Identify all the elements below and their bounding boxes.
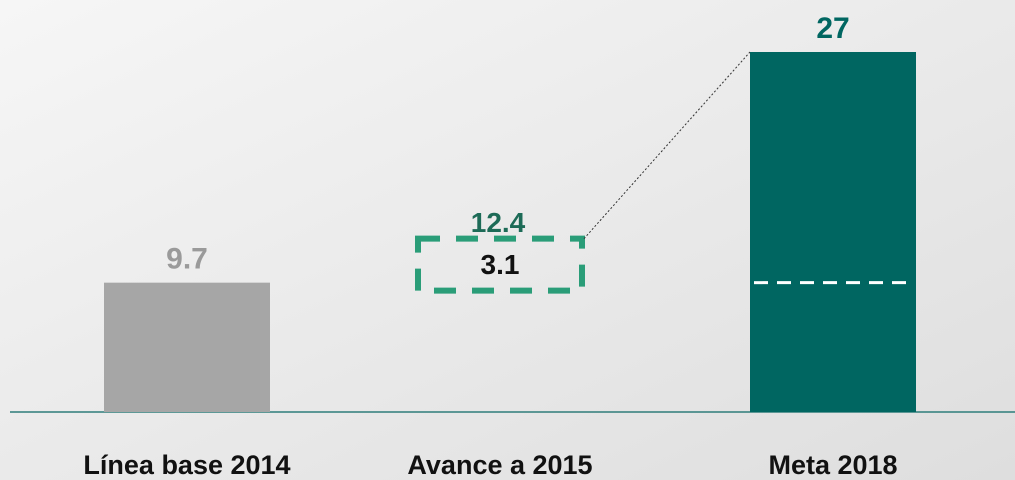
connector (583, 51, 751, 239)
value-label: 9.7 (166, 243, 208, 276)
x-tick-label: Avance a 2015 (407, 450, 592, 480)
increment-box (415, 235, 585, 294)
x-tick-label: Línea base 2014 (83, 450, 290, 480)
x-tick-label: Meta 2018 (768, 450, 897, 480)
value-label: 12.4 (471, 207, 526, 238)
bar (104, 282, 270, 412)
bar (750, 52, 916, 412)
annotation: 3.1 (481, 249, 520, 280)
value-label: 27 (816, 12, 849, 45)
